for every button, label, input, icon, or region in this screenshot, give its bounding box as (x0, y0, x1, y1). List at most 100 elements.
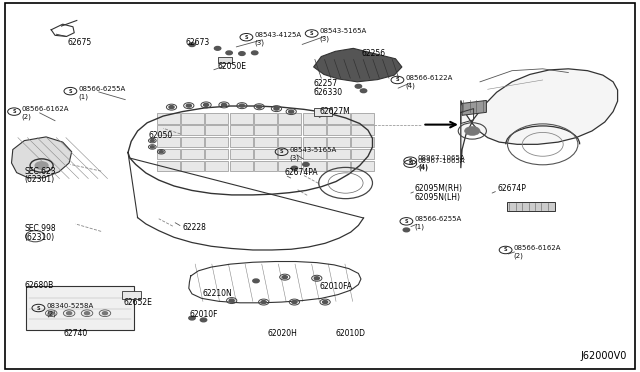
Bar (205, 125, 228, 135)
Circle shape (150, 146, 154, 148)
Circle shape (355, 84, 362, 88)
Circle shape (257, 105, 262, 108)
Bar (205, 137, 228, 147)
Circle shape (465, 126, 480, 135)
Circle shape (186, 104, 191, 107)
Bar (303, 113, 326, 124)
Text: 626330: 626330 (314, 88, 343, 97)
Text: (4): (4) (405, 82, 415, 89)
Bar (254, 149, 277, 159)
Circle shape (239, 52, 245, 55)
Text: 62675: 62675 (67, 38, 92, 47)
Bar (303, 137, 326, 147)
Text: 62210N: 62210N (203, 289, 232, 298)
Text: 62010FA: 62010FA (320, 282, 353, 291)
Text: SEC.998: SEC.998 (24, 224, 56, 233)
Circle shape (274, 107, 279, 110)
Bar (230, 125, 253, 135)
Bar (278, 125, 301, 135)
Text: 62050: 62050 (148, 131, 173, 140)
Bar (278, 113, 301, 124)
Circle shape (204, 103, 209, 106)
Text: 62020H: 62020H (268, 329, 298, 338)
Circle shape (84, 312, 90, 315)
Polygon shape (12, 137, 72, 178)
Bar (157, 137, 180, 147)
Text: S: S (404, 219, 408, 224)
Circle shape (291, 166, 298, 170)
Circle shape (282, 276, 287, 279)
Circle shape (67, 312, 72, 315)
Text: 62228: 62228 (182, 223, 206, 232)
Circle shape (200, 318, 207, 322)
Bar (351, 137, 374, 147)
Circle shape (360, 89, 367, 93)
Bar (254, 125, 277, 135)
Text: 62740: 62740 (64, 329, 88, 338)
Circle shape (253, 279, 259, 283)
Circle shape (150, 140, 154, 142)
Bar (230, 149, 253, 159)
Bar (157, 161, 180, 171)
Bar (181, 161, 204, 171)
Circle shape (239, 104, 244, 107)
Bar (230, 161, 253, 171)
Bar (351, 125, 374, 135)
Text: 08967-1065A: 08967-1065A (418, 158, 465, 164)
Text: 08566-6162A: 08566-6162A (513, 245, 561, 251)
Text: 62680B: 62680B (24, 281, 54, 290)
Bar (181, 137, 204, 147)
Text: S: S (504, 247, 508, 253)
Text: 62257: 62257 (314, 79, 338, 88)
Bar (303, 161, 326, 171)
Polygon shape (461, 69, 618, 168)
Text: 08566-6255A: 08566-6255A (78, 86, 125, 92)
Bar (254, 161, 277, 171)
Text: 08543-5165A: 08543-5165A (289, 147, 337, 153)
Text: 62095M(RH): 62095M(RH) (415, 185, 463, 193)
Bar (303, 125, 326, 135)
Circle shape (261, 301, 266, 304)
Bar (254, 113, 277, 124)
Circle shape (221, 103, 227, 106)
Text: J62000V0: J62000V0 (581, 351, 627, 361)
Bar (278, 137, 301, 147)
Bar (205, 149, 228, 159)
Polygon shape (314, 48, 402, 82)
Bar (181, 125, 204, 135)
Bar (181, 149, 204, 159)
Text: S: S (12, 109, 16, 114)
Text: (3): (3) (289, 154, 300, 161)
Circle shape (252, 51, 258, 55)
Text: 08967-1065A: 08967-1065A (418, 155, 465, 161)
Text: (2): (2) (22, 114, 31, 121)
Text: 62627M: 62627M (320, 107, 351, 116)
Text: SEC.623: SEC.623 (24, 167, 56, 176)
Bar (157, 113, 180, 124)
Circle shape (303, 163, 309, 166)
Bar (254, 137, 277, 147)
Polygon shape (462, 100, 486, 115)
Text: 08543-5165A: 08543-5165A (319, 28, 367, 34)
Text: S: S (310, 31, 314, 36)
Circle shape (49, 312, 54, 315)
Text: (3): (3) (319, 36, 330, 42)
Text: 62673: 62673 (186, 38, 210, 47)
Bar (507, 202, 555, 211)
Text: 62674PA: 62674PA (285, 169, 319, 177)
Bar (218, 57, 232, 63)
Text: 08543-4125A: 08543-4125A (254, 32, 301, 38)
Text: 62010D: 62010D (336, 329, 366, 338)
Text: 62674P: 62674P (498, 185, 527, 193)
Text: (2): (2) (513, 252, 523, 259)
Text: (62301): (62301) (24, 175, 54, 184)
Circle shape (226, 51, 232, 55)
Text: S: S (36, 305, 40, 311)
Bar (327, 125, 350, 135)
Text: S: S (396, 77, 399, 83)
Circle shape (292, 301, 297, 304)
Text: S: S (280, 149, 284, 154)
Text: 62652E: 62652E (124, 298, 152, 307)
Text: S: S (244, 35, 248, 40)
Bar (157, 149, 180, 159)
